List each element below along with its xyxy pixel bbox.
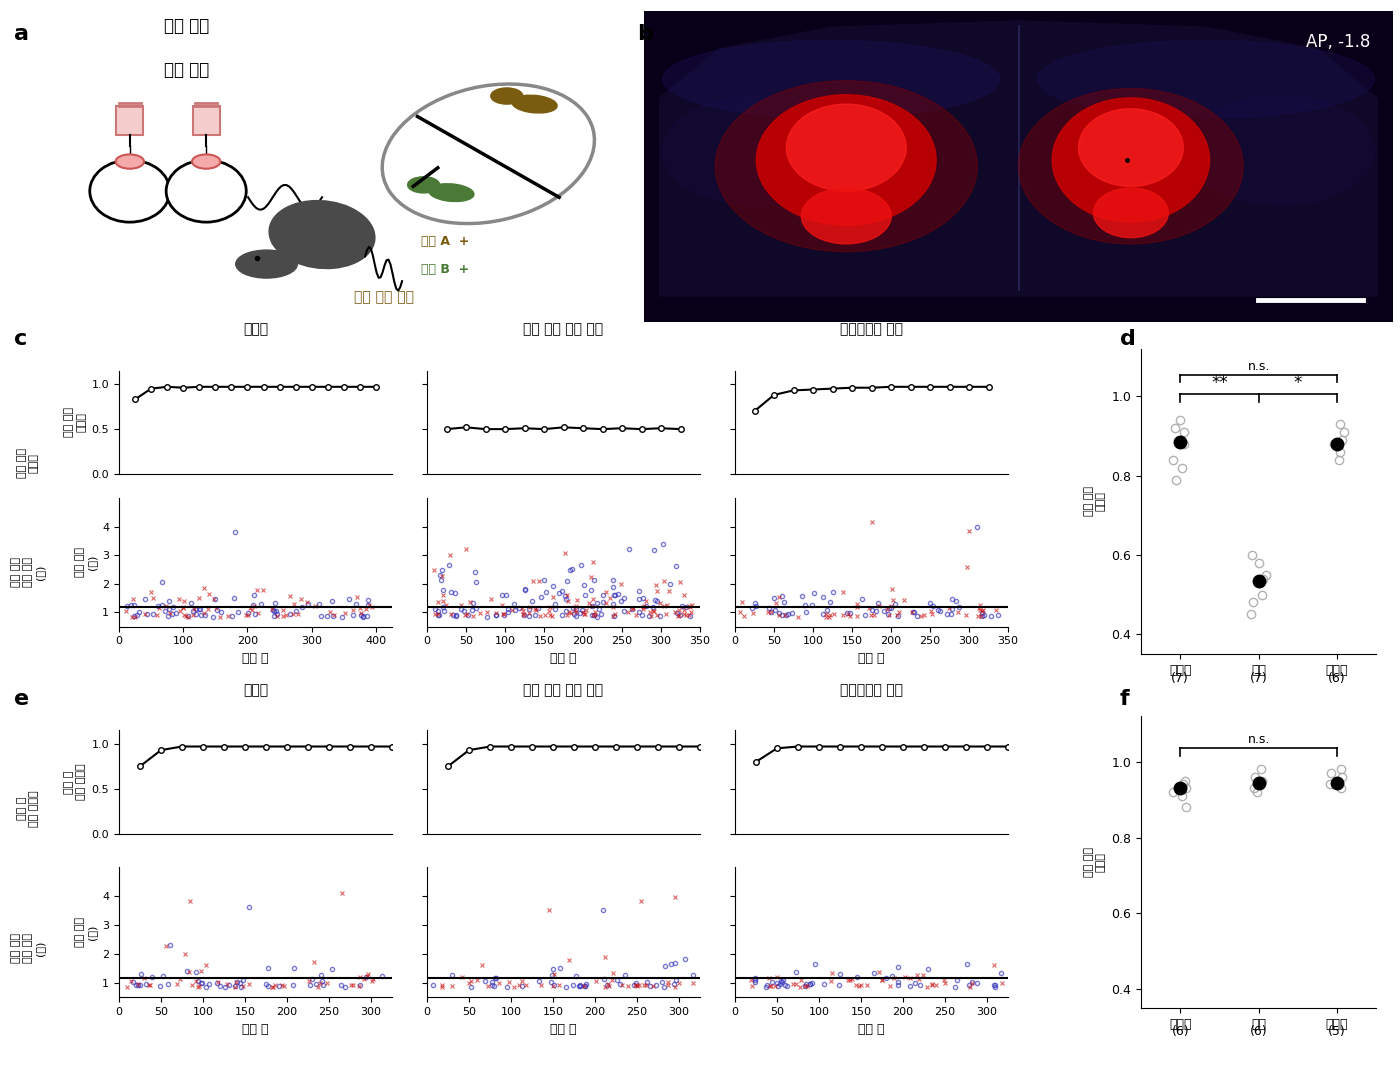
Ellipse shape bbox=[787, 105, 906, 191]
X-axis label: 시행 수: 시행 수 bbox=[858, 652, 885, 665]
Y-axis label: 생쥐 선호
정확도: 생쥐 선호 정확도 bbox=[64, 408, 85, 437]
Text: 신경 억제: 신경 억제 bbox=[164, 17, 209, 35]
X-axis label: 시행 수: 시행 수 bbox=[242, 652, 269, 665]
Text: 개체 인지 과제: 개체 인지 과제 bbox=[354, 290, 413, 304]
Ellipse shape bbox=[90, 160, 169, 222]
Text: 생쥐 선호
정확도: 생쥐 선호 정확도 bbox=[17, 448, 39, 479]
Ellipse shape bbox=[1019, 88, 1243, 244]
Text: (7): (7) bbox=[1172, 671, 1189, 685]
Ellipse shape bbox=[382, 84, 595, 223]
Text: n.s.: n.s. bbox=[1247, 734, 1270, 747]
Text: 약물 주입: 약물 주입 bbox=[164, 61, 209, 78]
Ellipse shape bbox=[1053, 98, 1210, 222]
Ellipse shape bbox=[1187, 96, 1375, 205]
Ellipse shape bbox=[756, 95, 937, 226]
Ellipse shape bbox=[662, 40, 1000, 118]
Ellipse shape bbox=[662, 96, 850, 205]
Circle shape bbox=[116, 155, 144, 169]
Ellipse shape bbox=[1037, 40, 1375, 118]
Text: 생리식염수 주입: 생리식염수 주입 bbox=[840, 322, 903, 336]
Y-axis label: 반응 시간
(초): 반응 시간 (초) bbox=[76, 547, 97, 578]
Circle shape bbox=[272, 234, 298, 247]
Bar bbox=[116, 106, 143, 135]
Ellipse shape bbox=[428, 184, 475, 202]
Text: f: f bbox=[1120, 689, 1130, 708]
Ellipse shape bbox=[715, 81, 977, 252]
Text: 신경 억제 약물 주입: 신경 억제 약물 주입 bbox=[524, 683, 603, 698]
Text: 생쥐 시간
반응 시간
(초): 생쥐 시간 반응 시간 (초) bbox=[11, 557, 45, 588]
Text: 생쥐 B  +: 생쥐 B + bbox=[421, 264, 469, 277]
Y-axis label: 앞쥐 선호
정확도: 앞쥐 선호 정확도 bbox=[1084, 486, 1106, 517]
Ellipse shape bbox=[235, 250, 297, 278]
Ellipse shape bbox=[167, 160, 246, 222]
Text: (6): (6) bbox=[1250, 1026, 1267, 1039]
Text: a: a bbox=[14, 24, 29, 44]
Text: 생리식염수 주입: 생리식염수 주입 bbox=[840, 683, 903, 698]
Text: 신경 억제 약물 주입: 신경 억제 약물 주입 bbox=[524, 322, 603, 336]
X-axis label: 시행 수: 시행 수 bbox=[858, 1022, 885, 1036]
Bar bbox=[193, 106, 220, 135]
Text: n.s.: n.s. bbox=[1247, 360, 1270, 373]
Circle shape bbox=[407, 177, 440, 193]
Text: (5): (5) bbox=[1329, 1026, 1345, 1039]
Y-axis label: 낯선 쥐
선호 정확도: 낯선 쥐 선호 정확도 bbox=[64, 764, 85, 800]
Text: (7): (7) bbox=[1250, 671, 1267, 685]
X-axis label: 시행 수: 시행 수 bbox=[242, 1022, 269, 1036]
Y-axis label: 반응 시간
(초): 반응 시간 (초) bbox=[76, 917, 97, 947]
Text: e: e bbox=[14, 689, 29, 708]
Text: (6): (6) bbox=[1329, 671, 1345, 685]
Text: (6): (6) bbox=[1172, 1026, 1189, 1039]
Ellipse shape bbox=[801, 187, 892, 244]
Text: 대조군: 대조군 bbox=[244, 683, 267, 698]
X-axis label: 시행 수: 시행 수 bbox=[550, 1022, 577, 1036]
Ellipse shape bbox=[1078, 109, 1183, 186]
Circle shape bbox=[491, 88, 522, 105]
Text: AP, -1.8: AP, -1.8 bbox=[1306, 33, 1371, 50]
Circle shape bbox=[192, 155, 220, 169]
Text: 생쥐 A  +: 생쥐 A + bbox=[421, 235, 469, 249]
Text: *: * bbox=[1294, 374, 1302, 392]
Ellipse shape bbox=[1093, 187, 1169, 238]
Y-axis label: 앞쥐 선호
정확도: 앞쥐 선호 정확도 bbox=[1084, 847, 1106, 877]
Text: 대조군: 대조군 bbox=[244, 322, 267, 336]
Text: **: ** bbox=[1211, 374, 1228, 392]
Text: b: b bbox=[637, 24, 652, 44]
PathPatch shape bbox=[659, 21, 1378, 296]
Text: 낯선 쥐
선호 정확도: 낯선 쥐 선호 정확도 bbox=[17, 790, 39, 827]
Ellipse shape bbox=[512, 95, 557, 113]
Ellipse shape bbox=[269, 201, 375, 268]
Text: c: c bbox=[14, 329, 27, 349]
X-axis label: 시행 수: 시행 수 bbox=[550, 652, 577, 665]
Text: d: d bbox=[1120, 329, 1135, 349]
Text: 낯선 시간
반응 시간
(초): 낯선 시간 반응 시간 (초) bbox=[11, 933, 45, 964]
